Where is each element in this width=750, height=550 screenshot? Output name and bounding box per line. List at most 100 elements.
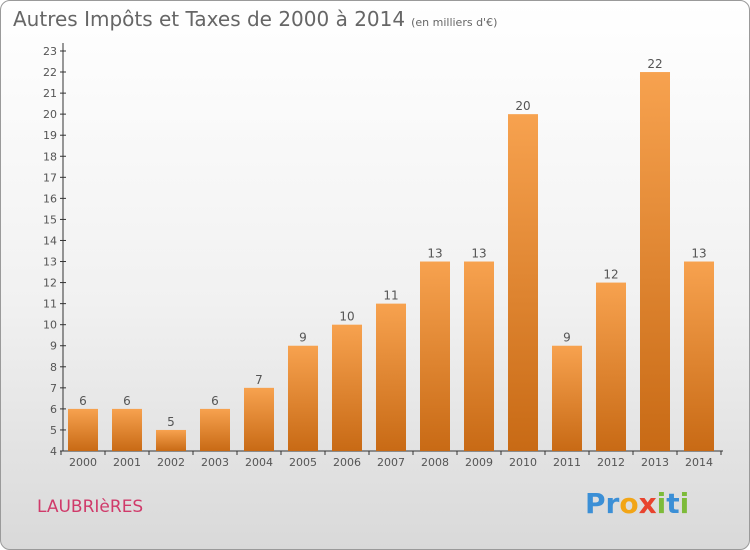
y-tick-label: 19 [43, 129, 57, 142]
y-tick: 11 [43, 298, 66, 311]
bar-2011 [552, 345, 582, 451]
bar-2006 [332, 324, 362, 451]
data-label: 6 [79, 394, 87, 408]
y-tick: 12 [43, 277, 66, 290]
y-tick: 8 [50, 361, 66, 374]
logo-letter: i [679, 487, 690, 520]
bar-2002 [156, 429, 186, 451]
y-tick: 6 [50, 403, 66, 416]
data-label: 5 [167, 415, 175, 429]
y-tick-label: 16 [43, 192, 57, 205]
data-label: 11 [383, 289, 398, 303]
title-main: Autres Impôts et Taxes de 2000 à 2014 [13, 7, 406, 31]
y-tick-label: 9 [50, 340, 57, 353]
bar-2009 [464, 261, 494, 451]
y-tick-label: 4 [50, 445, 57, 458]
bar-2000 [68, 408, 98, 451]
x-tick-label: 2006 [333, 456, 361, 469]
y-tick-label: 17 [43, 171, 57, 184]
data-label: 6 [123, 394, 131, 408]
y-tick: 15 [43, 213, 66, 226]
x-tick-label: 2013 [641, 456, 669, 469]
logo-letter: x [638, 487, 657, 520]
data-label: 6 [211, 394, 219, 408]
y-tick-label: 6 [50, 403, 57, 416]
data-label: 20 [515, 99, 530, 113]
y-tick: 10 [43, 319, 66, 332]
y-tick: 23 [43, 45, 66, 58]
logo-letter: t [666, 487, 680, 520]
y-tick-label: 13 [43, 256, 57, 269]
title-unit: (en milliers d'€) [411, 16, 498, 29]
x-tick-label: 2005 [289, 456, 317, 469]
x-tick-label: 2009 [465, 456, 493, 469]
y-tick: 20 [43, 108, 66, 121]
x-tick-label: 2008 [421, 456, 449, 469]
data-label: 10 [339, 310, 354, 324]
x-tick-label: 2001 [113, 456, 141, 469]
data-label: 13 [471, 247, 486, 261]
x-tick-label: 2012 [597, 456, 625, 469]
logo-letter: o [619, 487, 639, 520]
proxiti-logo[interactable]: Proxiti [585, 487, 689, 520]
data-label: 13 [691, 247, 706, 261]
bar-2014 [684, 261, 714, 451]
y-tick-label: 21 [43, 87, 57, 100]
y-tick: 22 [43, 66, 66, 79]
y-tick-label: 22 [43, 66, 57, 79]
data-label: 22 [647, 57, 662, 71]
logo-letter: r [605, 487, 620, 520]
x-axis: 2000 2001 2002 2003 2004 2005 2006 2007 2008 2009… [60, 450, 723, 469]
x-tick-label: 2000 [69, 456, 97, 469]
y-tick: 19 [43, 129, 66, 142]
y-tick-label: 12 [43, 277, 57, 290]
bar-2005 [288, 345, 318, 451]
y-tick-label: 14 [43, 234, 57, 247]
bar-2004 [244, 387, 274, 451]
y-tick-label: 5 [50, 424, 57, 437]
y-tick-label: 11 [43, 298, 57, 311]
data-label: 12 [603, 268, 618, 282]
bar-2007 [376, 303, 406, 451]
y-tick: 18 [43, 150, 66, 163]
chart-title: Autres Impôts et Taxes de 2000 à 2014 (en… [13, 7, 497, 31]
bar-2013 [640, 72, 670, 451]
data-label: 7 [255, 373, 263, 387]
bars: 6 6 5 6 7 9 10 11 13 13 20 9 12 22 13 [68, 57, 714, 451]
y-tick-label: 7 [50, 382, 57, 395]
y-tick: 5 [50, 424, 66, 437]
y-tick: 13 [43, 256, 66, 269]
bar-2012 [596, 282, 626, 451]
y-axis: 4 5 6 7 8 9 10 11 12 13 14 15 16 17 18 19 20 21 22 23 [43, 43, 66, 458]
x-tick-label: 2004 [245, 456, 273, 469]
bar-2010 [508, 114, 538, 451]
y-tick: 16 [43, 192, 66, 205]
x-tick-label: 2010 [509, 456, 537, 469]
commune-name: LAUBRIèRES [37, 497, 144, 517]
y-tick: 17 [43, 171, 66, 184]
y-tick-label: 18 [43, 150, 57, 163]
y-tick-label: 23 [43, 45, 57, 58]
bar-2003 [200, 408, 230, 451]
x-tick-label: 2011 [553, 456, 581, 469]
bar-2001 [112, 408, 142, 451]
data-label: 13 [427, 247, 442, 261]
x-tick-label: 2003 [201, 456, 229, 469]
y-tick: 7 [50, 382, 66, 395]
y-tick: 14 [43, 234, 66, 247]
data-label: 9 [563, 331, 571, 345]
y-tick: 9 [50, 340, 66, 353]
logo-letter: P [585, 487, 606, 520]
y-tick-label: 10 [43, 319, 57, 332]
data-label: 9 [299, 331, 307, 345]
y-tick-label: 15 [43, 213, 57, 226]
y-tick: 21 [43, 87, 66, 100]
y-tick-label: 8 [50, 361, 57, 374]
x-tick-label: 2002 [157, 456, 185, 469]
x-tick-label: 2014 [685, 456, 713, 469]
y-tick-label: 20 [43, 108, 57, 121]
x-tick-label: 2007 [377, 456, 405, 469]
bar-2008 [420, 261, 450, 451]
